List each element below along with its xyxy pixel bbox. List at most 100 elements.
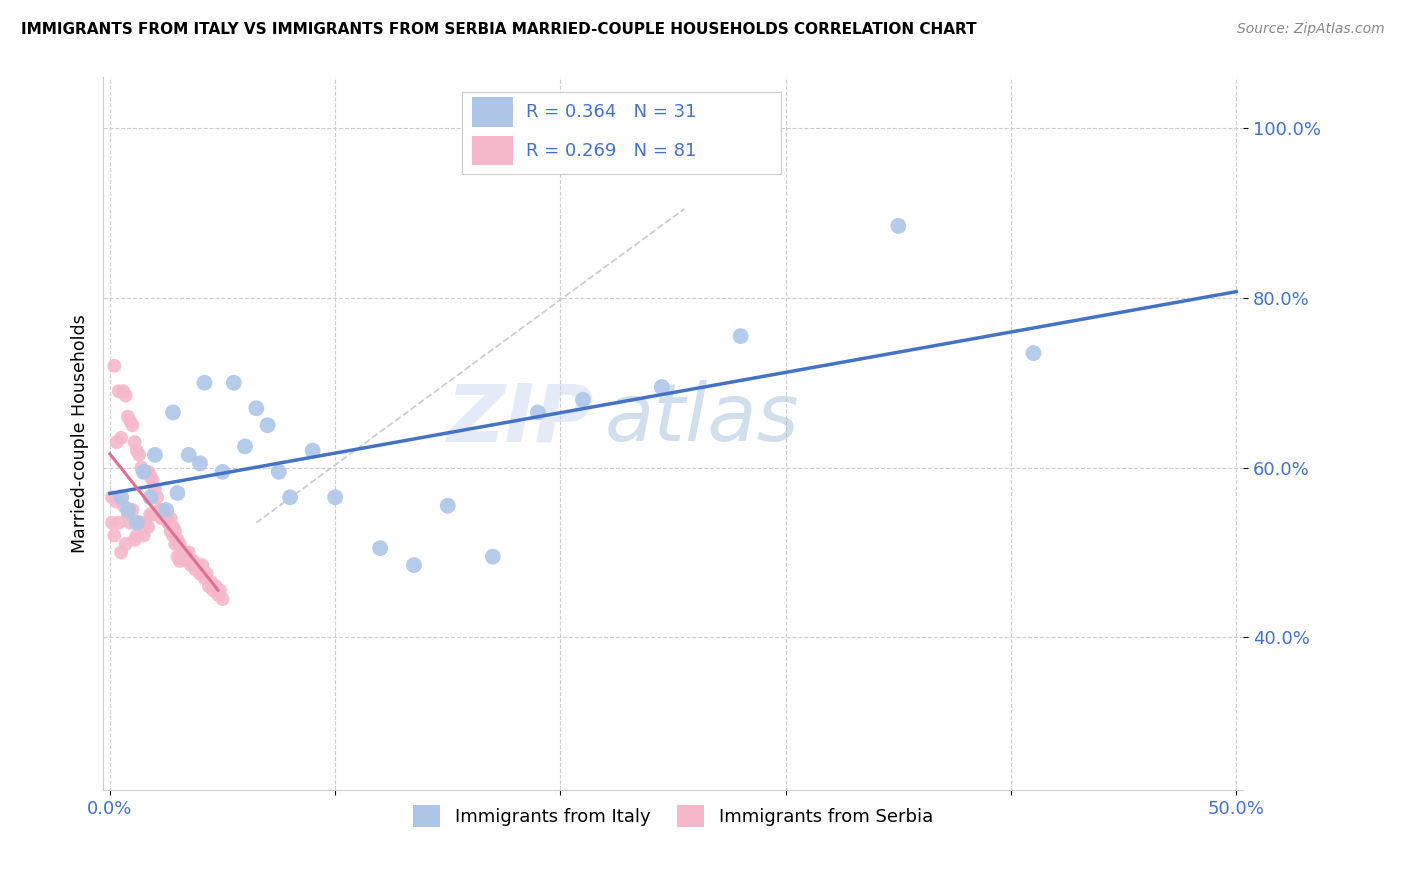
- Point: [136, 520, 159, 534]
- Point: [323, 491, 346, 505]
- Point: [121, 418, 143, 433]
- Point: [173, 545, 195, 559]
- Point: [125, 516, 148, 530]
- Point: [108, 516, 131, 530]
- Point: [139, 508, 162, 522]
- Point: [155, 508, 177, 522]
- Point: [142, 473, 165, 487]
- Point: [267, 465, 290, 479]
- Point: [121, 503, 143, 517]
- Point: [132, 528, 155, 542]
- Point: [148, 503, 170, 517]
- Point: [114, 388, 136, 402]
- Point: [159, 524, 181, 539]
- Point: [120, 516, 142, 530]
- Point: [124, 533, 146, 547]
- Point: [204, 579, 226, 593]
- Point: [730, 329, 752, 343]
- Point: [162, 520, 184, 534]
- Point: [198, 579, 221, 593]
- Point: [157, 516, 180, 530]
- Point: [207, 588, 229, 602]
- Point: [143, 508, 166, 522]
- Point: [169, 537, 191, 551]
- Point: [112, 499, 135, 513]
- Point: [132, 465, 155, 479]
- Point: [159, 511, 181, 525]
- Point: [887, 219, 910, 233]
- Point: [177, 545, 200, 559]
- Point: [166, 486, 188, 500]
- Point: [651, 380, 673, 394]
- Point: [153, 508, 176, 522]
- Point: [162, 405, 184, 419]
- Point: [110, 545, 132, 559]
- Point: [131, 460, 153, 475]
- Point: [209, 583, 232, 598]
- Point: [193, 376, 215, 390]
- Point: [114, 537, 136, 551]
- Point: [233, 439, 256, 453]
- Point: [256, 418, 278, 433]
- Point: [191, 558, 214, 573]
- Point: [136, 465, 159, 479]
- Point: [112, 384, 135, 399]
- Point: [193, 571, 215, 585]
- Point: [132, 465, 155, 479]
- Point: [572, 392, 595, 407]
- Text: ZIP: ZIP: [446, 380, 593, 458]
- Point: [176, 554, 198, 568]
- Point: [245, 401, 267, 416]
- Legend: Immigrants from Italy, Immigrants from Serbia: Immigrants from Italy, Immigrants from S…: [406, 797, 941, 834]
- Point: [143, 448, 166, 462]
- Point: [110, 431, 132, 445]
- Point: [200, 575, 222, 590]
- Point: [301, 443, 323, 458]
- Point: [180, 558, 202, 573]
- Point: [162, 528, 184, 542]
- Point: [222, 376, 245, 390]
- Point: [146, 491, 169, 505]
- Text: Source: ZipAtlas.com: Source: ZipAtlas.com: [1237, 22, 1385, 37]
- Point: [368, 541, 391, 556]
- Point: [139, 469, 162, 483]
- Point: [402, 558, 425, 573]
- Point: [117, 508, 139, 522]
- Point: [153, 503, 176, 517]
- Point: [527, 405, 550, 419]
- Point: [148, 503, 170, 517]
- Point: [117, 503, 139, 517]
- Point: [155, 503, 177, 517]
- Point: [169, 554, 191, 568]
- Point: [135, 516, 157, 530]
- Point: [128, 448, 150, 462]
- Point: [150, 511, 173, 525]
- Point: [139, 491, 162, 505]
- Point: [187, 558, 209, 573]
- Point: [482, 549, 505, 564]
- Point: [120, 414, 142, 428]
- Point: [124, 435, 146, 450]
- Point: [103, 359, 125, 373]
- Point: [195, 566, 218, 581]
- Point: [128, 516, 150, 530]
- Point: [143, 482, 166, 496]
- Point: [181, 554, 204, 568]
- Point: [211, 465, 233, 479]
- Point: [165, 537, 187, 551]
- Point: [166, 533, 188, 547]
- Point: [101, 516, 124, 530]
- Text: atlas: atlas: [605, 380, 800, 458]
- Point: [211, 592, 233, 607]
- Point: [170, 549, 193, 564]
- Point: [166, 549, 188, 564]
- Point: [125, 443, 148, 458]
- Point: [184, 562, 207, 576]
- Point: [117, 409, 139, 424]
- Y-axis label: Married-couple Households: Married-couple Households: [72, 314, 89, 553]
- Point: [131, 516, 153, 530]
- Point: [150, 508, 173, 522]
- Point: [1022, 346, 1045, 360]
- Point: [125, 528, 148, 542]
- Point: [142, 508, 165, 522]
